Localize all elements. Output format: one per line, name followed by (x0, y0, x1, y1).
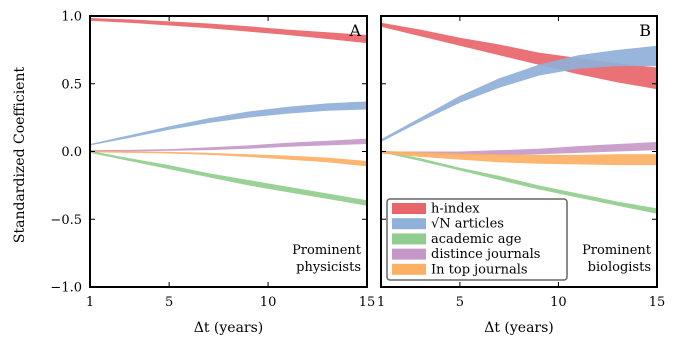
legend-swatch (392, 203, 426, 214)
series-band--n-articles (90, 101, 367, 146)
y-tick-label: 0.5 (61, 77, 82, 92)
y-axis-label: Standardized Coefficient (12, 67, 28, 244)
series-bands (381, 22, 657, 214)
panel-a: 1 5 10 151.00.50.0−0.5−1.0Δt (years)APromin… (50, 10, 375, 337)
x-tick-label: 10 (550, 295, 567, 310)
x-axis-label: Δt (years) (484, 320, 554, 336)
y-tick-label: 1.0 (61, 10, 82, 25)
x-tick-label: 5 (456, 295, 464, 310)
legend-swatch (392, 248, 426, 260)
series-band-academic-age (381, 150, 657, 214)
panel-letter: B (639, 21, 651, 40)
series-band-h-index (90, 18, 367, 44)
y-tick-label: 0.0 (61, 145, 82, 160)
x-tick-label: 1 (377, 295, 385, 310)
legend-swatch (392, 263, 426, 275)
legend-swatch (392, 218, 426, 230)
series-band--n-articles (381, 45, 657, 142)
legend-label: In top journals (431, 262, 528, 277)
legend-label: distince journals (431, 247, 540, 262)
series-band-h-index (381, 22, 657, 90)
panels: 1 5 10 151.00.50.0−0.5−1.0Δt (years)APromin… (50, 10, 665, 337)
panel-letter: A (348, 21, 361, 40)
series-band-distince-journals (381, 142, 657, 156)
legend-swatch (392, 233, 426, 245)
x-tick-label: 1 (86, 295, 94, 310)
legend-frame (386, 198, 568, 281)
x-tick-label: 10 (260, 295, 277, 310)
legend-label: academic age (431, 232, 522, 247)
panel-annotation: Prominent (292, 243, 362, 258)
panel-annotation: physicists (296, 260, 361, 275)
series-bands (90, 18, 367, 206)
panel-annotation: biologists (588, 260, 651, 275)
x-axis-label: Δt (years) (194, 320, 264, 336)
series-band-academic-age (90, 150, 367, 206)
series-band-distince-journals (90, 138, 367, 152)
panel-annotation: Prominent (582, 243, 652, 258)
x-tick-label: 5 (165, 295, 173, 310)
y-tick-label: −1.0 (50, 281, 82, 296)
series-band-in-top-journals (90, 150, 367, 167)
x-tick-label: 15 (649, 295, 666, 310)
series-band-in-top-journals (381, 150, 657, 166)
legend-label: h-index (431, 202, 480, 217)
legend-label: √N articles (431, 217, 504, 232)
y-tick-label: −0.5 (50, 213, 82, 228)
x-tick-label: 15 (359, 295, 376, 310)
